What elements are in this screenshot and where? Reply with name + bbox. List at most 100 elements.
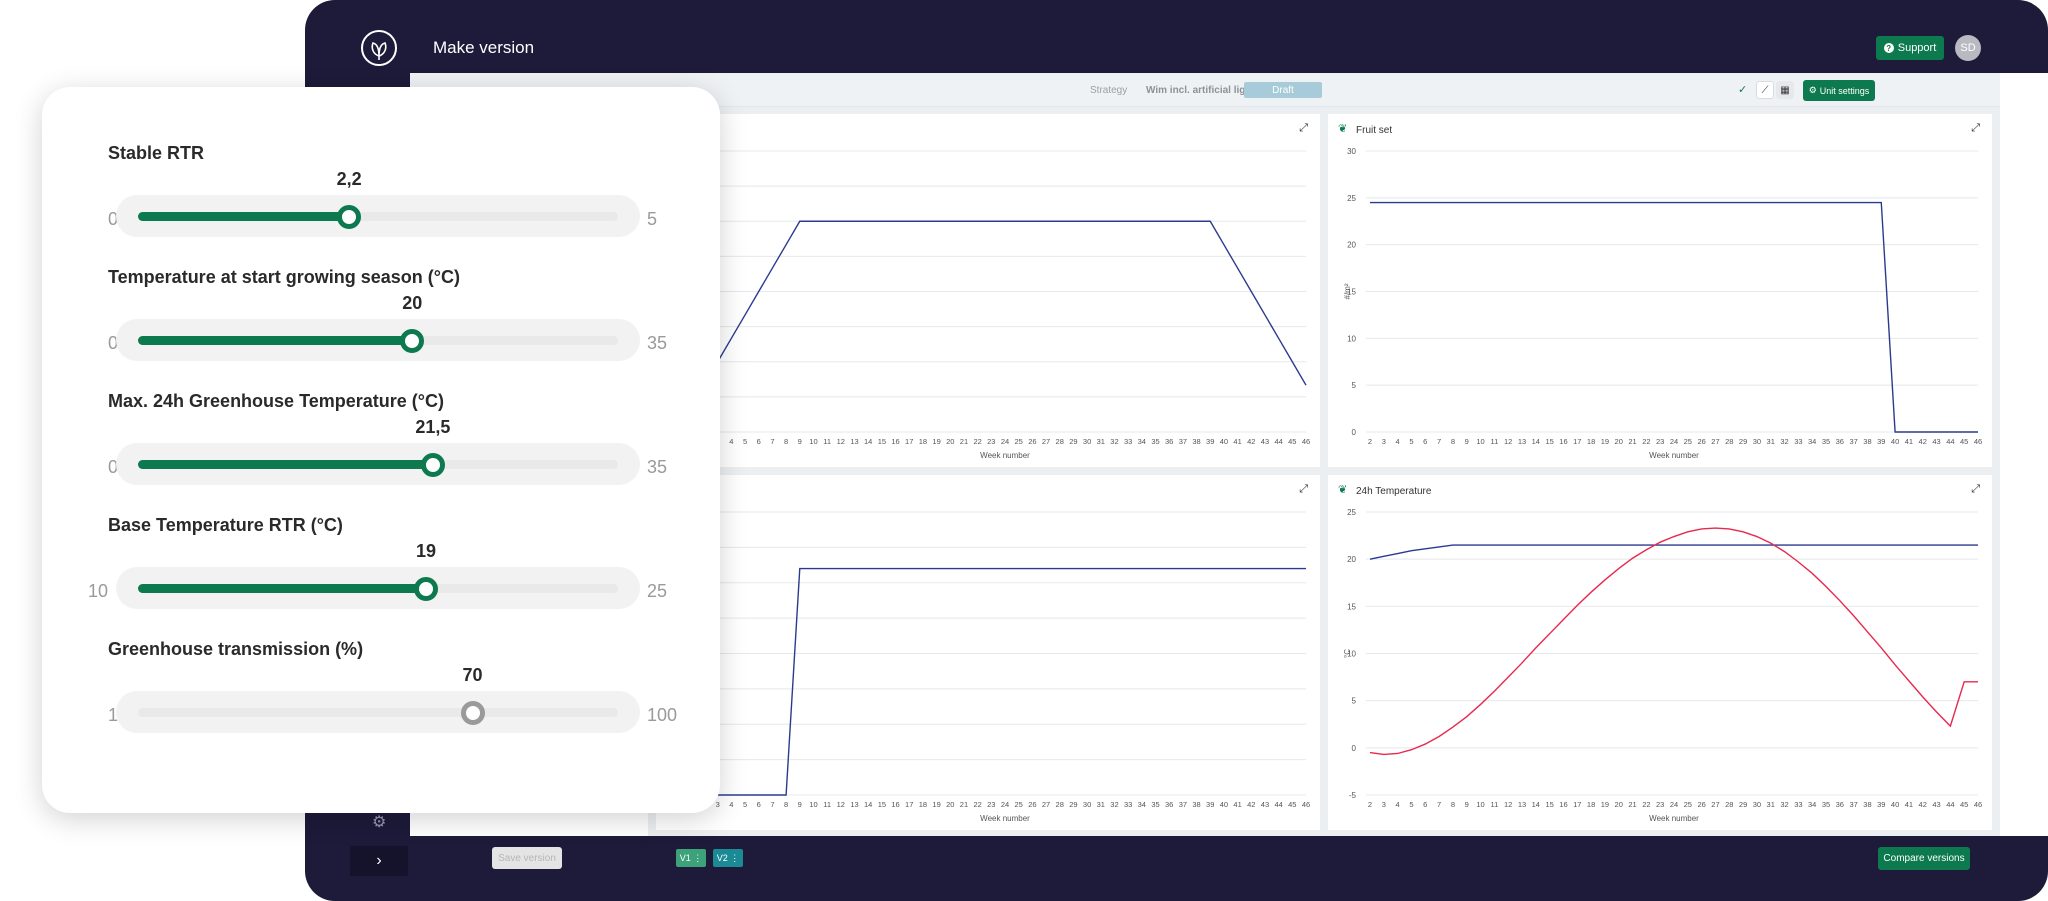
x-tick-label: 11 (1490, 437, 1498, 446)
x-tick-label: 28 (1056, 800, 1064, 809)
y-tick-label: -5 (1349, 791, 1357, 800)
x-tick-label: 10 (809, 437, 817, 446)
slider-value: 21,5 (415, 417, 451, 437)
x-tick-label: 30 (1753, 800, 1761, 809)
version-tag-v1[interactable]: V1 ⋮ (676, 849, 706, 867)
x-tick-label: 41 (1233, 437, 1241, 446)
double-check-icon: ✓ (1738, 84, 1748, 96)
x-tick-label: 38 (1863, 437, 1871, 446)
series-line (1369, 544, 1978, 560)
x-tick-label: 7 (770, 800, 774, 809)
x-tick-label: 14 (1532, 800, 1540, 809)
x-tick-label: 36 (1836, 437, 1844, 446)
x-tick-label: 22 (1642, 800, 1650, 809)
gear-icon[interactable]: ⚙ (372, 814, 387, 831)
x-tick-label: 46 (1302, 437, 1310, 446)
slider-thumb[interactable] (414, 577, 438, 601)
x-tick-label: 29 (1069, 800, 1077, 809)
x-tick-label: 31 (1767, 800, 1775, 809)
slider-thumb[interactable] (460, 701, 485, 725)
x-tick-label: 25 (1015, 800, 1023, 809)
slider-thumb[interactable] (400, 329, 425, 353)
x-tick-label: 5 (1409, 437, 1413, 446)
support-button[interactable]: ? Support (1876, 36, 1944, 60)
x-tick-label: 14 (864, 437, 872, 446)
avatar[interactable]: SD (1955, 35, 1981, 61)
x-tick-label: 22 (973, 437, 981, 446)
plant-logo-icon[interactable] (361, 30, 397, 66)
x-tick-label: 30 (1083, 800, 1091, 809)
x-tick-label: 15 (1545, 800, 1553, 809)
x-tick-label: 23 (1656, 800, 1664, 809)
expand-icon[interactable]: ⤢ (1299, 122, 1308, 134)
x-tick-label: 34 (1138, 800, 1146, 809)
y-tick-label: 5 (1352, 381, 1357, 390)
x-tick-label: 38 (1192, 800, 1200, 809)
series-line (1370, 201, 1978, 433)
expand-icon[interactable]: ⤢ (1971, 122, 1980, 134)
x-tick-label: 19 (932, 800, 940, 809)
slider-track[interactable] (138, 212, 618, 221)
x-tick-label: 36 (1836, 800, 1844, 809)
x-tick-label: 23 (987, 800, 995, 809)
x-tick-label: 24 (1001, 437, 1009, 446)
chart-title: Fruit set (1356, 125, 1393, 136)
expand-icon[interactable]: ⤢ (1299, 483, 1308, 495)
x-tick-label: 41 (1905, 437, 1913, 446)
x-tick-label: 12 (837, 437, 845, 446)
x-tick-label: 4 (729, 800, 733, 809)
expand-icon[interactable]: ⤢ (1971, 483, 1980, 495)
x-tick-label: 18 (919, 437, 927, 446)
x-tick-label: 23 (987, 437, 995, 446)
x-tick-label: 24 (1670, 437, 1678, 446)
x-tick-label: 32 (1110, 437, 1118, 446)
x-tick-label: 46 (1302, 800, 1310, 809)
unit-settings-button[interactable]: ⚙ Unit settings (1803, 80, 1875, 101)
x-tick-label: 8 (1451, 437, 1455, 446)
x-tick-label: 11 (1490, 800, 1498, 809)
save-version-button[interactable]: Save version (492, 847, 562, 869)
x-tick-label: 32 (1110, 800, 1118, 809)
chart-view-button[interactable]: ⟋ (1756, 81, 1774, 99)
x-tick-label: 8 (1451, 800, 1455, 809)
x-tick-label: 13 (850, 437, 858, 446)
version-label: V2 (716, 853, 728, 863)
x-tick-label: 29 (1069, 437, 1077, 446)
bottom-bar (642, 840, 2048, 886)
expand-sidebar-button[interactable]: › (350, 846, 408, 876)
x-tick-label: 7 (770, 437, 774, 446)
x-tick-label: 3 (1382, 437, 1386, 446)
x-tick-label: 43 (1932, 437, 1940, 446)
slider-thumb[interactable] (337, 205, 362, 229)
x-tick-label: 30 (1083, 437, 1091, 446)
slider-thumb[interactable] (420, 453, 445, 477)
table-view-button[interactable]: ▦ (1776, 81, 1794, 99)
version-tag-v2[interactable]: V2 ⋮ (713, 849, 743, 867)
x-tick-label: 10 (809, 800, 817, 809)
x-tick-label: 45 (1960, 800, 1968, 809)
slider-label: Stable RTR (108, 143, 205, 163)
x-tick-label: 16 (1559, 800, 1567, 809)
y-tick-label: 0 (1352, 428, 1357, 437)
x-tick-label: 44 (1274, 437, 1282, 446)
slider-track[interactable] (138, 708, 618, 717)
x-tick-label: 15 (878, 437, 886, 446)
x-tick-label: 40 (1220, 800, 1228, 809)
x-tick-label: 22 (973, 800, 981, 809)
x-tick-label: 27 (1042, 800, 1050, 809)
x-tick-label: 19 (1601, 437, 1609, 446)
chart-panel: ⤢ 23456789101112131415161718192021222324… (656, 114, 1320, 467)
x-tick-label: 20 (946, 800, 954, 809)
y-tick-label: 10 (1347, 334, 1356, 343)
x-tick-label: 46 (1974, 437, 1982, 446)
x-tick-label: 12 (837, 800, 845, 809)
x-tick-label: 16 (891, 437, 899, 446)
y-tick-label: 5 (1352, 697, 1357, 706)
x-tick-label: 35 (1822, 800, 1830, 809)
compare-versions-button[interactable]: Compare versions (1878, 847, 1970, 870)
x-tick-label: 26 (1028, 800, 1036, 809)
x-tick-label: 11 (823, 800, 831, 809)
x-axis-label: Week number (1649, 814, 1699, 823)
